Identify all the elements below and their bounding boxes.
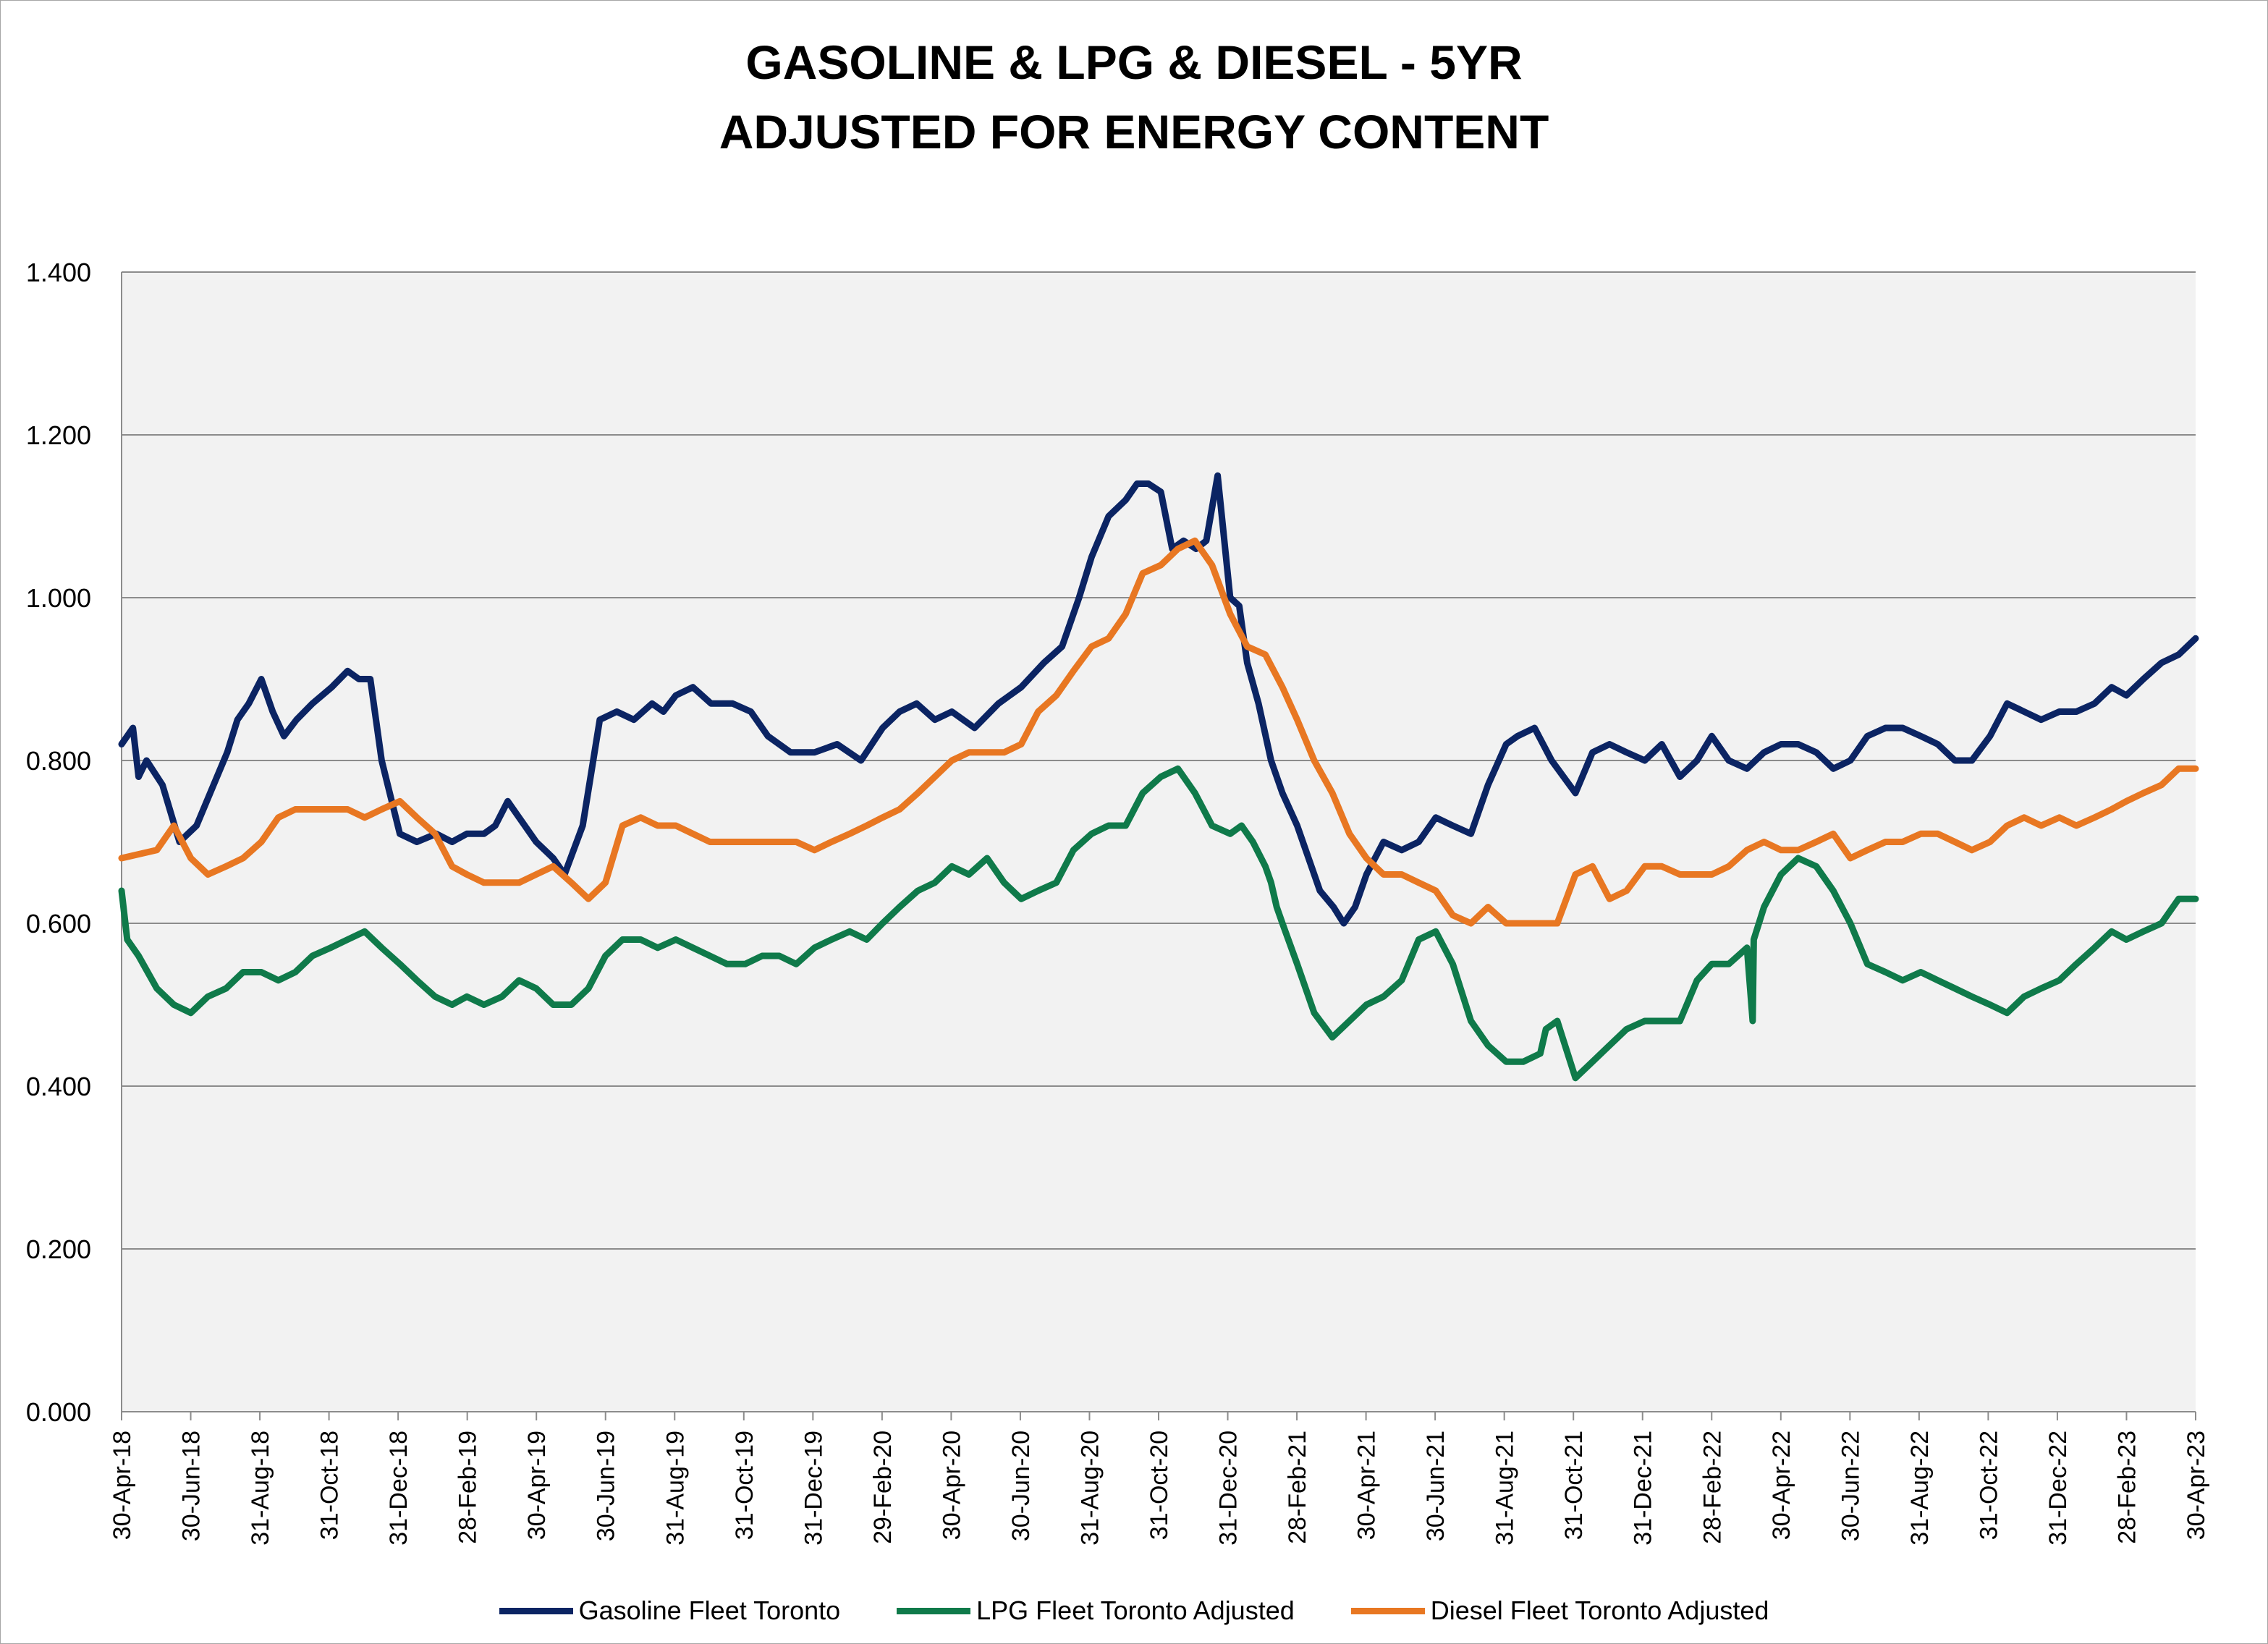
y-tick-label: 1.000 [26,583,91,613]
legend-swatch-diesel [1350,1607,1425,1614]
x-tick-label: 31-Dec-18 [385,1431,412,1546]
x-tick-labels: 30-Apr-18 30-Jun-18 31-Aug-18 31-Oct-18 31-D… [109,1431,2210,1546]
series-line-lpg [118,765,2199,1082]
series-lines [118,472,2199,1082]
series-line-diesel [118,537,2199,927]
x-tick-label: 29-Feb-20 [869,1431,897,1544]
y-tick-label: 0.200 [26,1234,91,1264]
axes [121,272,2196,1420]
x-tick-label: 30-Apr-23 [2183,1431,2210,1540]
x-tick-label: 28-Feb-23 [2113,1431,2141,1544]
x-tick-label: 28-Feb-22 [1698,1431,1726,1544]
x-tick-label: 28-Feb-21 [1284,1431,1311,1544]
legend-item-gasoline[interactable]: Gasoline Fleet Toronto [499,1596,841,1626]
x-tick-label: 31-Dec-19 [800,1431,827,1546]
legend-swatch-gasoline [499,1607,573,1614]
x-tick-label: 30-Jun-20 [1007,1431,1035,1541]
x-tick-label: 30-Jun-19 [593,1431,620,1541]
x-tick-label: 28-Feb-19 [454,1431,482,1544]
x-tick-label: 31-Aug-21 [1491,1431,1519,1546]
x-tick-label: 30-Jun-18 [178,1431,206,1541]
legend-item-lpg[interactable]: LPG Fleet Toronto Adjusted [897,1596,1295,1626]
x-tick-label: 31-Oct-20 [1146,1431,1173,1540]
x-tick-label: 30-Apr-19 [523,1431,551,1540]
x-tick-label: 31-Aug-22 [1906,1431,1934,1546]
x-tick-label: 31-Dec-22 [2044,1431,2072,1546]
y-tick-label: 0.400 [26,1072,91,1101]
legend-label-diesel: Diesel Fleet Toronto Adjusted [1430,1596,1769,1625]
x-tick-label: 31-Oct-21 [1560,1431,1588,1540]
x-tick-label: 31-Dec-20 [1215,1431,1243,1546]
legend-swatch-lpg [897,1607,971,1614]
x-tick-label: 30-Apr-18 [109,1431,136,1540]
chart-subtitle: ADJUSTED FOR ENERGY CONTENT [719,105,1549,158]
x-tick-label: 31-Oct-18 [316,1431,344,1540]
y-tick-label: 0.600 [26,909,91,938]
y-tick-labels: 0.000 0.200 0.400 0.600 0.800 1.000 1.200 1.400 [26,258,91,1427]
x-tick-label: 31-Dec-21 [1630,1431,1657,1546]
legend-label-lpg: LPG Fleet Toronto Adjusted [976,1596,1295,1625]
y-tick-label: 0.000 [26,1397,91,1427]
x-tick-label: 31-Oct-22 [1975,1431,2002,1540]
legend-label-gasoline: Gasoline Fleet Toronto [578,1596,841,1625]
legend-item-diesel[interactable]: Diesel Fleet Toronto Adjusted [1350,1596,1769,1626]
x-tick-label: 31-Aug-18 [247,1431,274,1546]
legend: Gasoline Fleet Toronto LPG Fleet Toronto… [0,1589,2268,1632]
chart-title: GASOLINE & LPG & DIESEL - 5YR [745,35,1523,89]
x-tick-label: 31-Aug-19 [661,1431,689,1546]
x-tick-label: 31-Aug-20 [1076,1431,1104,1546]
plot-area [122,272,2196,1412]
x-tick-label: 30-Apr-21 [1353,1431,1381,1540]
x-tick-label: 30-Apr-22 [1768,1431,1795,1540]
series-line-gasoline [118,472,2199,927]
x-tick-label: 30-Jun-22 [1837,1431,1864,1541]
y-tick-label: 1.400 [26,258,91,287]
x-tick-label: 30-Apr-20 [938,1431,965,1540]
y-tick-label: 0.800 [26,746,91,776]
y-tick-label: 1.200 [26,420,91,450]
x-tick-label: 31-Oct-19 [731,1431,758,1540]
x-tick-label: 30-Jun-21 [1422,1431,1450,1541]
